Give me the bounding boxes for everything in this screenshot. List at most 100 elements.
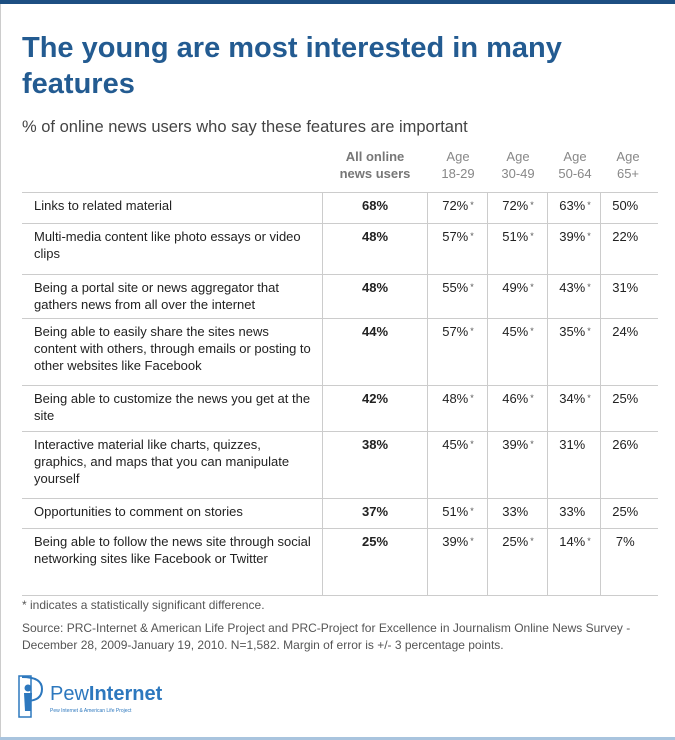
column-divider [487, 499, 488, 528]
column-header-line2: 65+ [616, 166, 640, 181]
value-cell: 25% [325, 533, 425, 550]
column-header-line1: All online [345, 149, 405, 164]
logo-name-light: Pew [50, 683, 89, 705]
value-text: 46% [502, 391, 529, 406]
column-divider [487, 224, 488, 274]
column-divider [322, 319, 323, 385]
value-text: 7% [615, 534, 635, 549]
significance-marker: * [530, 393, 534, 403]
value-cell: 45% * [429, 436, 487, 453]
column-header: All online news users [325, 148, 425, 182]
column-divider [427, 319, 428, 385]
table-row: Being able to customize the news you get… [22, 385, 658, 431]
table-row: Being a portal site or news aggregator t… [22, 274, 658, 318]
significance-marker: * [587, 393, 591, 403]
column-divider [547, 499, 548, 528]
value-text: 72% [502, 198, 529, 213]
pew-logo-icon [18, 675, 44, 718]
value-text: 34% [559, 391, 586, 406]
value-cell: 38% [325, 436, 425, 453]
column-divider [487, 432, 488, 498]
column-divider [487, 275, 488, 318]
column-divider [600, 193, 601, 223]
table-row: Being able to follow the news site throu… [22, 528, 658, 596]
value-cell: 50%* [604, 197, 652, 214]
value-cell: 14% * [548, 533, 602, 550]
significance-marker: * [470, 439, 474, 449]
table-body: Links to related material 68% 72% * 72% * 63% *… [22, 192, 658, 596]
value-text: 39% [502, 437, 529, 452]
table-row: Multi-media content like photo essays or… [22, 223, 658, 274]
significance-marker: * [470, 200, 474, 210]
column-header: Age 30-49 [489, 148, 547, 182]
value-text: 49% [502, 280, 529, 295]
value-text: 50% [612, 198, 639, 213]
significance-marker: * [587, 326, 591, 336]
logo-name: PewInternet [50, 683, 162, 706]
row-label: Opportunities to comment on stories [34, 504, 243, 519]
value-cell: 24%* [604, 323, 652, 340]
column-divider [322, 432, 323, 498]
column-divider [322, 529, 323, 595]
column-header-line1: Age [616, 149, 640, 164]
value-cell: 7%* [604, 533, 652, 550]
logo-name-bold: Internet [88, 683, 163, 705]
value-cell: 68% [325, 197, 425, 214]
value-text: 68% [361, 198, 389, 213]
value-cell: 34% * [548, 390, 602, 407]
table-row: Links to related material 68% 72% * 72% * 63% *… [22, 192, 658, 223]
value-cell: 42% [325, 390, 425, 407]
value-text: 25% [612, 391, 639, 406]
significance-marker: * [530, 200, 534, 210]
column-divider [547, 386, 548, 431]
significance-marker: * [530, 282, 534, 292]
bottom-bar [0, 737, 675, 740]
value-cell: 31%* [604, 279, 652, 296]
column-divider [427, 529, 428, 595]
value-cell: 25%* [604, 503, 652, 520]
value-cell: 57% * [429, 323, 487, 340]
column-header: Age 65+ [604, 148, 652, 182]
value-cell: 45% * [489, 323, 547, 340]
column-header: Age 18-29 [429, 148, 487, 182]
value-cell: 48% [325, 279, 425, 296]
significance-marker: * [470, 536, 474, 546]
column-divider [600, 386, 601, 431]
value-cell: 48% * [429, 390, 487, 407]
column-header-line1: Age [446, 149, 470, 164]
table-row: Being able to easily share the sites new… [22, 318, 658, 385]
column-divider [487, 386, 488, 431]
column-divider [547, 193, 548, 223]
column-header-line2: 30-49 [501, 166, 535, 181]
value-text: 31% [559, 437, 586, 452]
column-divider [322, 193, 323, 223]
table-row: Interactive material like charts, quizze… [22, 431, 658, 498]
row-label: Interactive material like charts, quizze… [34, 437, 290, 486]
value-cell: 39% * [489, 436, 547, 453]
value-text: 63% [559, 198, 586, 213]
column-divider [547, 319, 548, 385]
value-cell: 49% * [489, 279, 547, 296]
value-text: 33% [559, 504, 586, 519]
value-text: 38% [361, 437, 389, 452]
column-divider [427, 275, 428, 318]
significance-marker: * [530, 326, 534, 336]
value-text: 31% [612, 280, 639, 295]
row-label: Being able to follow the news site throu… [34, 534, 311, 566]
column-divider [547, 224, 548, 274]
column-divider [427, 432, 428, 498]
column-divider [600, 529, 601, 595]
row-label: Links to related material [34, 198, 173, 213]
value-text: 25% [502, 534, 529, 549]
value-cell: 25%* [489, 533, 547, 550]
significance-marker: * [470, 506, 474, 516]
footnote: * indicates a statistically significant … [22, 598, 265, 612]
value-cell: 46% * [489, 390, 547, 407]
value-cell: 37% [325, 503, 425, 520]
column-divider [322, 499, 323, 528]
value-cell: 22%* [604, 228, 652, 245]
significance-marker: * [587, 536, 591, 546]
significance-marker: * [530, 439, 534, 449]
significance-marker: * [470, 282, 474, 292]
column-header-line2: 50-64 [558, 166, 592, 181]
